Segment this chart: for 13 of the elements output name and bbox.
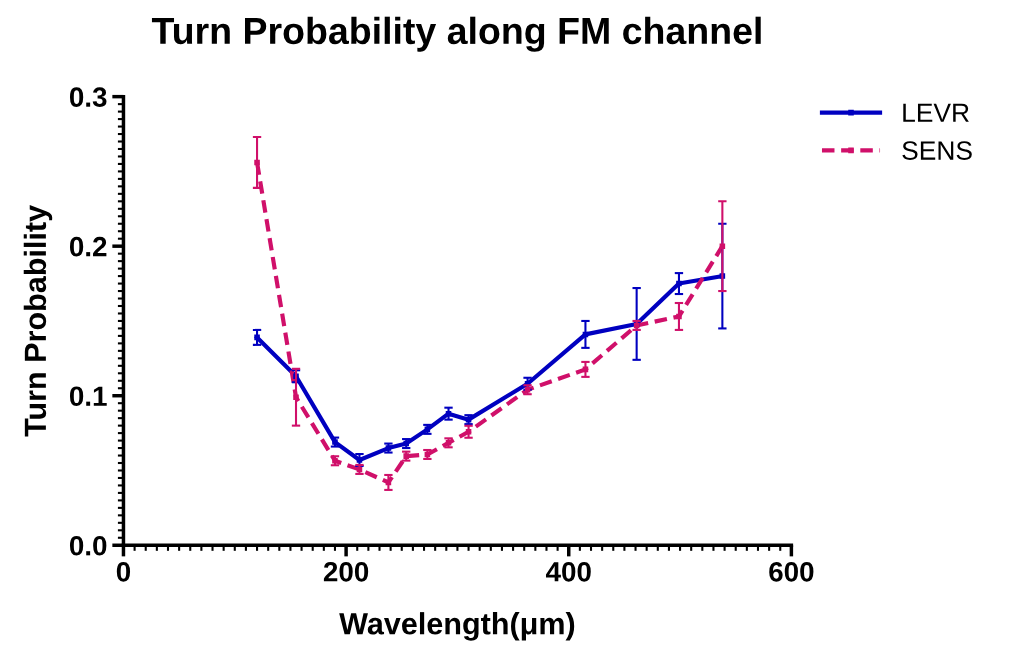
legend-label: LEVR	[903, 103, 969, 122]
y-tick-label: 0.0	[69, 535, 107, 556]
y-tick-label: 0.3	[69, 87, 107, 108]
y-tick-label: 0.2	[69, 236, 107, 257]
y-axis-title: Turn Probability	[23, 205, 53, 437]
x-tick-label: 0	[116, 561, 131, 582]
legend-label: SENS	[902, 141, 972, 160]
x-tick-label: 600	[769, 561, 814, 582]
x-tick-label: 400	[545, 561, 591, 582]
y-tick-label: 0.1	[69, 386, 107, 407]
x-tick-label: 200	[323, 561, 369, 582]
chart-title: Turn Probability along FM channel	[151, 16, 761, 52]
x-axis-title: Wavelength(μm)	[339, 612, 575, 641]
